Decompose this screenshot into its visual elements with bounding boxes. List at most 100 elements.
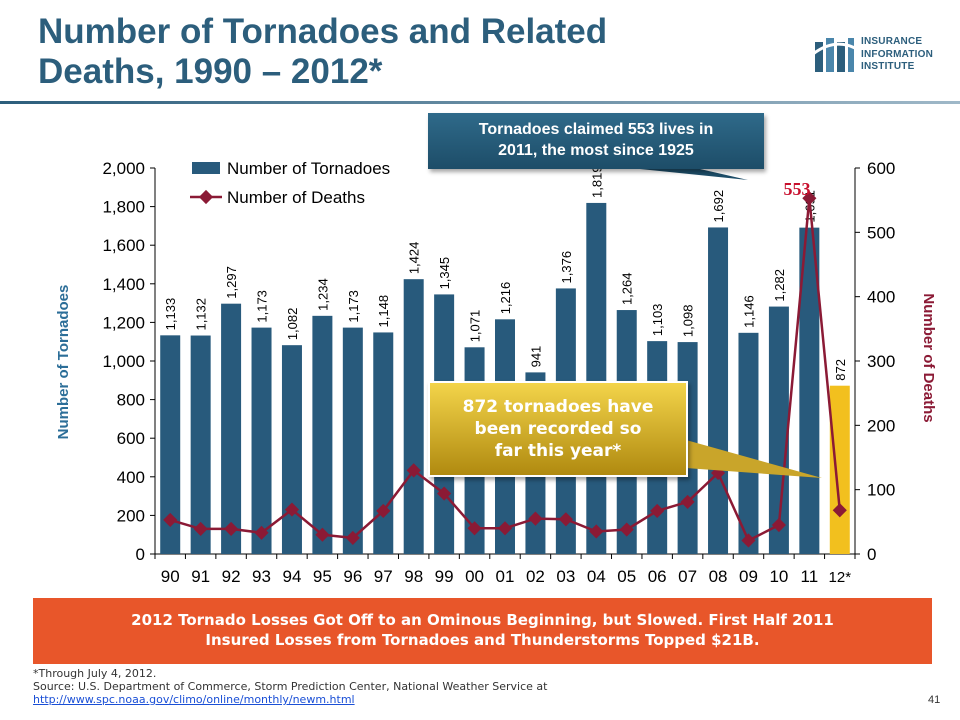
bar-value-label: 1,376 [559, 251, 574, 284]
logo-text: INSURANCE INFORMATION INSTITUTE [861, 36, 933, 74]
tornado-bar [829, 385, 850, 554]
logo-line-2: INFORMATION [861, 48, 934, 60]
bar-value-label: 1,819 [589, 165, 604, 198]
tornado-bar [190, 335, 211, 554]
legend-marker-deaths [198, 189, 214, 205]
deaths-point [558, 512, 573, 527]
legend-label-deaths: Number of Deaths [227, 188, 365, 207]
deaths-point [619, 522, 634, 537]
bar-value-label: 1,133 [163, 298, 178, 331]
banner-line-1: 2012 Tornado Losses Got Off to an Ominou… [131, 611, 834, 629]
deaths-point [650, 503, 665, 518]
deaths-point [467, 521, 482, 536]
peak-deaths-annotation: 553 [784, 179, 811, 199]
deaths-point [497, 521, 513, 536]
tornado-bar [799, 227, 820, 554]
y-tick-label-left: 0 [136, 545, 145, 564]
x-tick-label: 04 [587, 567, 606, 586]
title-line-1: Number of Tornadoes and Related [38, 12, 608, 51]
tornado-chart: 02004006008001,0001,2001,4001,6001,8002,… [55, 159, 937, 586]
footnote: *Through July 4, 2012. Source: U.S. Depa… [33, 667, 547, 706]
bar-value-label: 1,148 [376, 295, 391, 328]
y-tick-label-right: 300 [867, 352, 895, 371]
deaths-point [315, 527, 330, 542]
bar-value-label: 941 [528, 346, 543, 368]
callout-top-line-1: Tornadoes claimed 553 lives in [478, 121, 714, 138]
callout-2011-deaths: Tornadoes claimed 553 lives in 2011, the… [428, 113, 764, 169]
bar-value-label: 1,082 [285, 308, 300, 341]
deaths-point [163, 512, 178, 527]
losses-banner: 2012 Tornado Losses Got Off to an Ominou… [33, 598, 932, 664]
callout-2012-tornadoes: 872 tornadoes have been recorded so far … [428, 381, 688, 477]
x-tick-label: 93 [252, 567, 271, 586]
banner-line-2: Insured Losses from Tornadoes and Thunde… [205, 631, 760, 649]
bar-value-label: 1,234 [315, 278, 330, 311]
x-tick-label: 96 [343, 567, 362, 586]
x-tick-label: 90 [161, 567, 180, 586]
slide-title: Number of Tornadoes and Related Deaths, … [38, 12, 758, 92]
y-tick-label-left: 1,800 [102, 198, 145, 217]
x-tick-label: 98 [404, 567, 423, 586]
callout-top-pointer [640, 169, 748, 180]
tornado-bar [708, 227, 729, 554]
bar-value-label: 1,103 [650, 304, 665, 337]
tornado-bar [373, 332, 394, 554]
x-tick-label: 01 [496, 567, 515, 586]
legend-swatch-tornadoes [192, 162, 220, 174]
bar-value-label: 872 [833, 359, 848, 381]
x-tick-label: 03 [556, 567, 575, 586]
y-axis-label-right: Number of Deaths [920, 293, 937, 422]
x-tick-label: 02 [526, 567, 545, 586]
deaths-point [193, 521, 208, 536]
deaths-point [284, 502, 300, 517]
tornado-bar [221, 303, 242, 554]
bar-value-label: 1,098 [681, 305, 696, 338]
y-tick-label-left: 1,200 [102, 313, 145, 332]
tornado-bar [738, 332, 759, 554]
tornado-bar [251, 327, 272, 554]
x-tick-label: 11 [801, 567, 819, 586]
y-tick-label-left: 1,600 [102, 236, 145, 255]
deaths-point [437, 486, 452, 501]
y-tick-label-right: 100 [867, 481, 895, 500]
x-tick-label: 00 [465, 567, 484, 586]
y-tick-label-left: 1,400 [102, 275, 145, 294]
x-tick-label: 08 [709, 567, 728, 586]
deaths-point [680, 494, 695, 509]
source-link[interactable]: http://www.spc.noaa.gov/climo/online/mon… [33, 693, 355, 706]
callout-top-line-2: 2011, the most since 1925 [498, 142, 694, 159]
x-tick-label: 91 [191, 567, 210, 586]
y-tick-label-left: 2,000 [102, 159, 145, 178]
deaths-point [528, 511, 543, 526]
y-tick-label-right: 0 [867, 545, 876, 564]
deaths-point [589, 524, 604, 539]
tornado-bar [342, 327, 363, 554]
logo-bars-icon [813, 38, 855, 72]
bar-value-label: 1,264 [620, 273, 635, 306]
y-tick-label-right: 600 [867, 159, 895, 178]
bar-value-label: 1,424 [407, 242, 422, 275]
y-tick-label-left: 200 [117, 506, 145, 525]
bar-value-label: 1,173 [346, 290, 361, 323]
x-tick-label: 09 [739, 567, 758, 586]
footnote-line-1: *Through July 4, 2012. [33, 667, 157, 680]
deaths-point [741, 533, 756, 548]
callout-mid-pointer [686, 440, 822, 478]
bar-value-label: 1,146 [741, 295, 756, 328]
x-tick-label: 06 [648, 567, 667, 586]
y-tick-label-left: 400 [117, 468, 145, 487]
x-tick-label: 95 [313, 567, 332, 586]
x-tick-label: 99 [435, 567, 454, 586]
deaths-point [376, 503, 391, 518]
x-tick-label: 10 [769, 567, 788, 586]
callout-mid-line-2: been recorded so [474, 419, 642, 439]
deaths-point [345, 530, 360, 545]
deaths-point [802, 191, 817, 206]
page-number: 41 [928, 694, 941, 706]
y-tick-label-left: 600 [117, 429, 145, 448]
callout-mid-line-1: 872 tornadoes have [462, 397, 654, 417]
x-tick-label: 12* [829, 569, 852, 586]
x-tick-label: 97 [374, 567, 393, 586]
tornado-bar [160, 335, 181, 554]
title-divider [0, 101, 960, 104]
